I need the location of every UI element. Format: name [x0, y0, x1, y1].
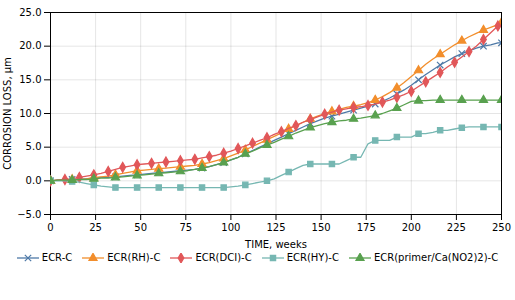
svg-text:150: 150 — [312, 222, 331, 233]
svg-text:125: 125 — [266, 222, 285, 233]
svg-text:250: 250 — [492, 222, 511, 233]
svg-text:50: 50 — [134, 222, 147, 233]
html-text:ECR(primer/Ca(NO2)2)-C: ECR(primer/Ca(NO2)2)-C — [373, 252, 499, 263]
svg-text:20.0: 20.0 — [19, 40, 41, 51]
svg-text:CORROSION LOSS, μm: CORROSION LOSS, μm — [2, 57, 13, 170]
html-text:ECR(RH)-C: ECR(RH)-C — [107, 252, 161, 263]
svg-text:175: 175 — [357, 222, 376, 233]
svg-text:25: 25 — [89, 222, 102, 233]
html-text:ECR-C: ECR-C — [41, 252, 73, 263]
svg-text:10.0: 10.0 — [19, 108, 41, 119]
svg-text:−5.0: −5.0 — [17, 209, 41, 220]
svg-text:200: 200 — [402, 222, 421, 233]
svg-text:75: 75 — [179, 222, 192, 233]
svg-text:0: 0 — [47, 222, 53, 233]
svg-text:225: 225 — [447, 222, 466, 233]
svg-text:0.0: 0.0 — [26, 175, 42, 186]
svg-text:25.0: 25.0 — [19, 7, 41, 18]
svg-text:5.0: 5.0 — [26, 141, 42, 152]
html-text:ECR(HY)-C: ECR(HY)-C — [286, 252, 339, 263]
svg-text:100: 100 — [221, 222, 240, 233]
svg-text:TIME, weeks: TIME, weeks — [244, 239, 307, 250]
svg-text:15.0: 15.0 — [19, 74, 41, 85]
html-text:ECR(DCI)-C: ECR(DCI)-C — [195, 252, 252, 263]
